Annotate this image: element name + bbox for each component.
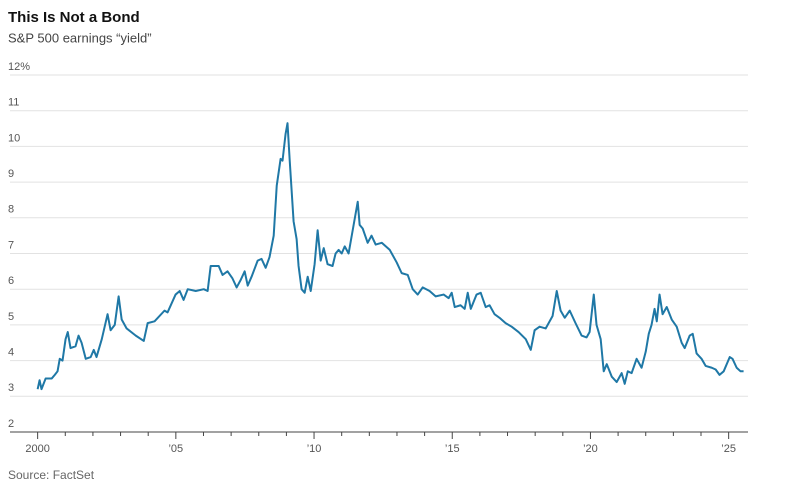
x-tick-label: ’15 bbox=[445, 443, 460, 455]
y-tick-label: 7 bbox=[8, 239, 14, 251]
y-tick-label: 6 bbox=[8, 275, 14, 287]
y-tick-label: 3 bbox=[8, 382, 14, 394]
x-tick-label: 2000 bbox=[25, 443, 49, 455]
x-tick-label: ’05 bbox=[168, 443, 183, 455]
chart-subtitle: S&P 500 earnings “yield” bbox=[8, 30, 152, 45]
y-tick-label: 12% bbox=[8, 61, 30, 73]
y-tick-label: 11 bbox=[8, 97, 19, 109]
x-tick-label: ’25 bbox=[721, 443, 736, 455]
y-tick-label: 8 bbox=[8, 204, 14, 216]
line bbox=[36, 122, 744, 391]
y-tick-label: 5 bbox=[8, 311, 14, 323]
y-tick-label: 4 bbox=[8, 347, 14, 359]
x-tick-label: ’10 bbox=[307, 443, 322, 455]
y-tick-label: 10 bbox=[8, 132, 20, 144]
source: Source: FactSet bbox=[8, 468, 95, 482]
y-tick-label: 2 bbox=[8, 418, 14, 430]
chart-title: This Is Not a Bond bbox=[8, 9, 140, 26]
x-tick-label: ’20 bbox=[583, 443, 598, 455]
y-tick-label: 9 bbox=[8, 168, 14, 180]
